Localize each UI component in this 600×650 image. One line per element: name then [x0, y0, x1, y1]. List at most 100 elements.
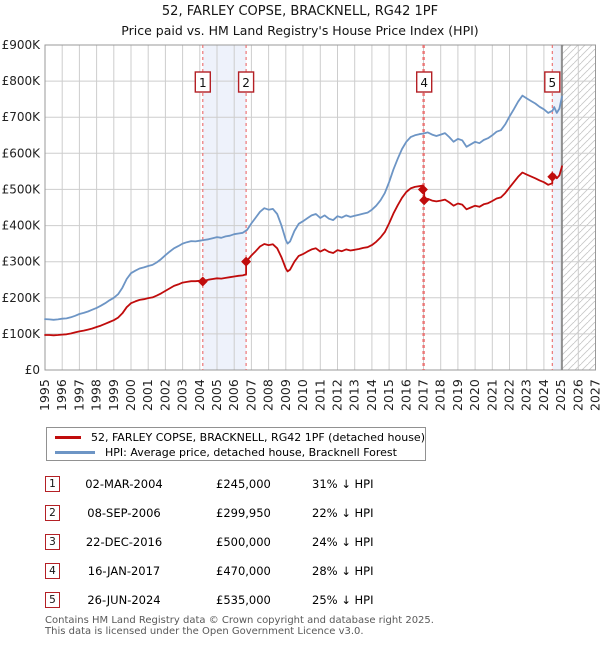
page-title: 52, FARLEY COPSE, BRACKNELL, RG42 1PF	[161, 4, 439, 19]
x-axis-tick-label: 2016	[398, 379, 413, 411]
y-axis-tick-label: £800K	[2, 74, 42, 88]
page-subtitle: Price paid vs. HM Land Registry's House …	[121, 23, 479, 38]
x-axis-tick-label: 2027	[588, 379, 600, 411]
hpi-line-swatch	[55, 451, 95, 454]
x-axis-tick-label: 1997	[71, 379, 86, 411]
sale-marker	[241, 256, 252, 267]
x-axis-tick-label: 2012	[330, 379, 345, 411]
x-axis-tick-label: 1996	[54, 379, 69, 411]
table-row: 4 16-JAN-2017 £470,000 28% ↓ HPI	[0, 563, 600, 580]
plot-border	[44, 44, 596, 371]
x-axis-tick-label: 2004	[192, 379, 207, 411]
table-row: 1 02-MAR-2004 £245,000 31% ↓ HPI	[0, 476, 600, 493]
table-row: 5 26-JUN-2024 £535,000 25% ↓ HPI	[0, 592, 600, 609]
price-paid-line-swatch	[55, 436, 81, 439]
sale-number-badge: 5	[45, 592, 60, 608]
sale-marker	[547, 171, 558, 182]
table-row: 2 08-SEP-2006 £299,950 22% ↓ HPI	[0, 505, 600, 522]
price-chart: 1 2 4 5 £0 £100K £200K £300K £400K £500K £600K £700…	[2, 38, 600, 411]
ownership-band	[552, 45, 562, 370]
x-axis-tick-label: 2023	[519, 379, 534, 411]
x-axis-tick-label: 2002	[157, 379, 172, 411]
sale-flag-2	[237, 71, 255, 93]
y-axis-tick-label: £200K	[2, 291, 42, 305]
x-axis-tick-label: 2006	[226, 379, 241, 411]
legend-item-hpi: HPI: Average price, detached house, Brac…	[53, 445, 425, 460]
sale-marker	[419, 195, 430, 206]
legend-item-price-paid: 52, FARLEY COPSE, BRACKNELL, RG42 1PF (d…	[53, 430, 425, 445]
sale-number-badge: 3	[45, 534, 60, 550]
price-chart-container: 1 2 4 5 £0 £100K £200K £300K £400K £500K £600K £700…	[2, 38, 600, 411]
sale-price: £299,950	[216, 506, 271, 520]
sale-price: £470,000	[216, 564, 271, 578]
sale-flag-label: 1	[199, 76, 207, 90]
x-axis-tick-label: 2005	[209, 379, 224, 411]
sale-marker	[197, 276, 208, 287]
x-axis-tick-label: 2009	[278, 379, 293, 411]
price-paid-line	[44, 165, 563, 337]
hpi-comparison: 28% ↓ HPI	[312, 564, 374, 578]
sale-date: 08-SEP-2006	[87, 506, 161, 520]
x-axis-tick-label: 2026	[570, 379, 585, 411]
x-axis-tick-label: 2000	[123, 379, 138, 411]
x-axis-tick-label: 2024	[536, 379, 551, 411]
x-axis-tick-label: 2018	[433, 379, 448, 411]
x-axis-tick-label: 2003	[175, 379, 190, 411]
sale-flag-label: 4	[420, 76, 428, 90]
sale-price: £245,000	[216, 477, 271, 491]
x-axis-tick-label: 2025	[553, 379, 568, 411]
x-axis-tick-label: 1999	[106, 379, 121, 411]
x-axis-tick-label: 2022	[502, 379, 517, 411]
hpi-comparison: 24% ↓ HPI	[312, 535, 374, 549]
x-axis-tick-label: 2020	[467, 379, 482, 411]
hpi-comparison: 22% ↓ HPI	[312, 506, 374, 520]
sale-price: £500,000	[216, 535, 271, 549]
y-axis-tick-label: £300K	[2, 255, 42, 269]
sale-date: 02-MAR-2004	[85, 477, 163, 491]
x-axis-tick-label: 2019	[450, 379, 465, 411]
chart-legend: 52, FARLEY COPSE, BRACKNELL, RG42 1PF (d…	[46, 427, 426, 461]
footer-line1: Contains HM Land Registry data © Crown c…	[45, 615, 434, 626]
x-axis-tick-label: 2008	[261, 379, 276, 411]
sale-date: 22-DEC-2016	[85, 535, 163, 549]
footer-line2: This data is licensed under the Open Gov…	[45, 625, 364, 637]
y-axis-tick-label: £0	[25, 363, 40, 377]
hpi-comparison: 31% ↓ HPI	[312, 477, 374, 491]
y-axis-tick-label: £900K	[2, 38, 42, 52]
table-row: 3 22-DEC-2016 £500,000 24% ↓ HPI	[0, 534, 600, 551]
sale-flag-label: 5	[548, 76, 556, 90]
y-axis-tick-label: £500K	[2, 182, 42, 196]
y-axis-tick-label: £400K	[2, 219, 42, 233]
sale-number-badge: 2	[45, 505, 60, 521]
legend-label: 52, FARLEY COPSE, BRACKNELL, RG42 1PF (d…	[90, 431, 425, 444]
x-axis-tick-label: 2021	[484, 379, 499, 411]
x-axis-tick-label: 2001	[140, 379, 155, 411]
x-axis-tick-label: 1998	[89, 379, 104, 411]
sale-marker	[417, 184, 428, 195]
legend-label: HPI: Average price, detached house, Brac…	[105, 446, 397, 459]
sale-date: 26-JUN-2024	[87, 593, 161, 607]
x-axis-tick-label: 2007	[243, 379, 258, 411]
sale-price: £535,000	[216, 593, 271, 607]
y-axis-tick-label: £100K	[2, 327, 42, 341]
x-axis-tick-label: 2014	[364, 379, 379, 411]
ownership-band	[202, 45, 247, 370]
x-axis-tick-label: 2017	[416, 379, 431, 411]
sale-number-badge: 4	[45, 563, 60, 579]
license-footer: Contains HM Land Registry data © Crown c…	[45, 615, 585, 637]
sale-flag-4	[416, 71, 433, 93]
x-axis-tick-label: 1995	[37, 379, 52, 411]
sale-date: 16-JAN-2017	[87, 564, 161, 578]
hpi-comparison: 25% ↓ HPI	[312, 593, 374, 607]
y-axis-tick-label: £700K	[2, 110, 42, 124]
sale-flag-label: 2	[242, 76, 250, 90]
x-axis-tick-label: 2015	[381, 379, 396, 411]
x-axis-tick-label: 2010	[295, 379, 310, 411]
sale-number-badge: 1	[45, 476, 60, 492]
x-axis-tick-label: 2013	[347, 379, 362, 411]
x-axis-tick-label: 2011	[312, 379, 327, 411]
sale-flag-5	[544, 71, 561, 93]
hpi-line	[44, 94, 563, 321]
y-axis-tick-label: £600K	[2, 146, 42, 160]
